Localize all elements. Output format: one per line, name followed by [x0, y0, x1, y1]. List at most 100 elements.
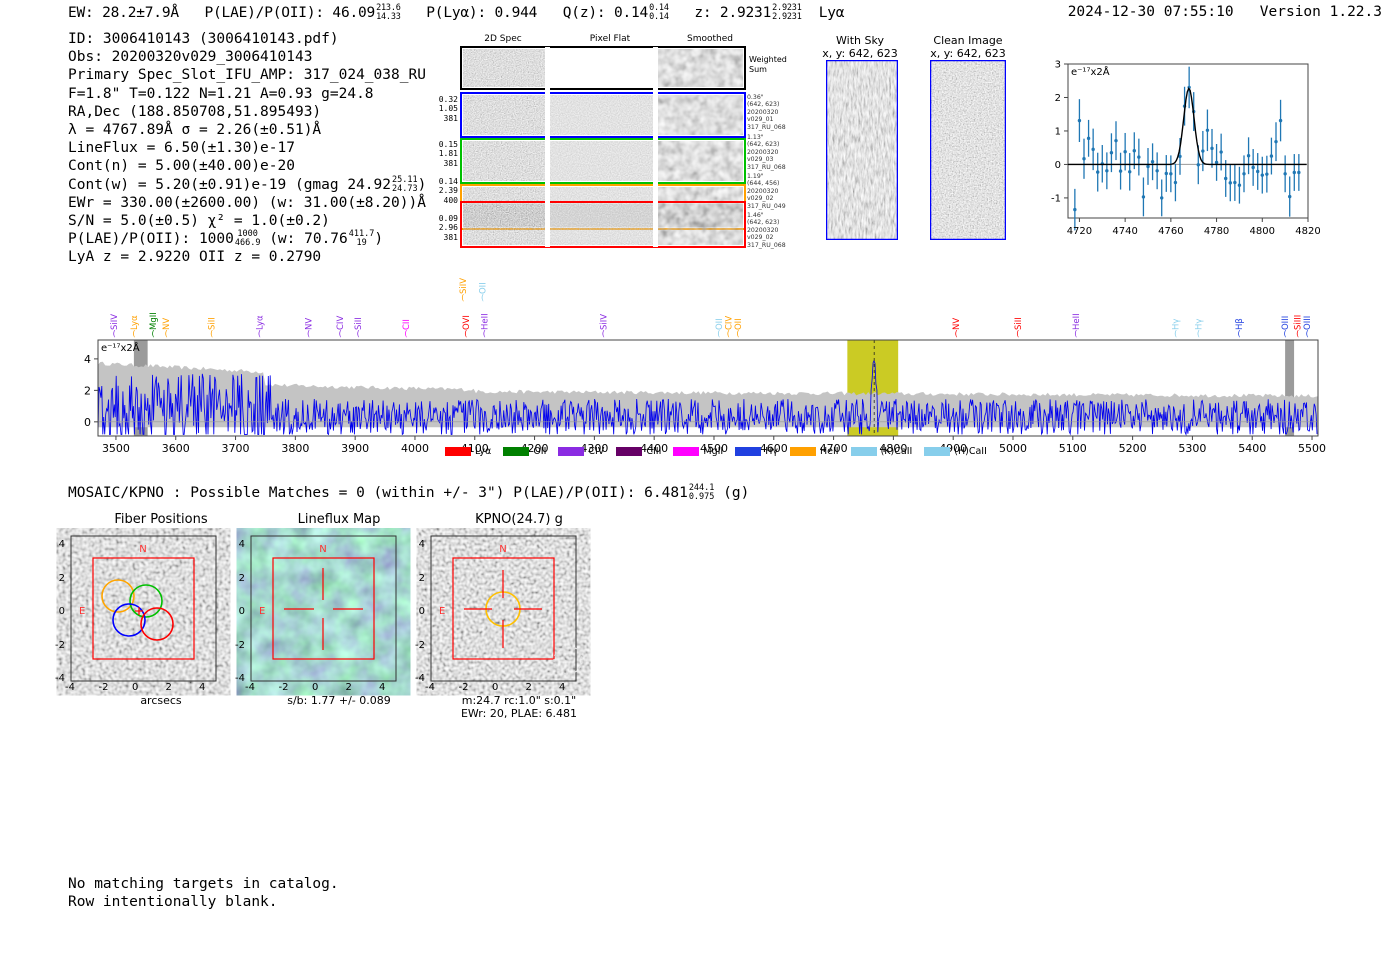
svg-text:3500: 3500	[102, 442, 130, 455]
info-continuum-wide: Cont(w) = 5.20(±0.91)e-19 (gmag 24.9225.…	[68, 174, 427, 194]
panel-title-lineflux-map: Lineflux Map	[297, 512, 381, 527]
svg-text:2: 2	[1055, 93, 1061, 104]
footer-line-2: Row intentionally blank.	[68, 894, 278, 911]
svg-text:4820: 4820	[1295, 226, 1320, 237]
panel-1-ytick: -4	[235, 673, 245, 684]
svg-text:(: (	[717, 329, 720, 338]
emission-line-zoom-chart: 4720 4740 4760 4780 4800 4820 -1 0 1 2 3 e⁻¹⁷x2Å	[1051, 60, 1320, 238]
header-timestamp-version: 2024-12-30 07:55:10 Version 1.22.3	[1068, 4, 1382, 20]
svg-text:1: 1	[1055, 126, 1061, 137]
panel-2-xtick: 4	[559, 682, 566, 693]
spec2d-row-3-metrics: 0.14 2.39 400	[438, 177, 458, 205]
line-name: Lyα	[818, 4, 845, 21]
weighted-sum-label-line2: Sum	[749, 65, 767, 74]
spec2d-row-2-metrics: 0.15 1.81 381	[438, 140, 458, 168]
svg-text:(: (	[483, 329, 486, 338]
fiber-positions-image: N E	[70, 535, 217, 682]
panel-2-ytick: 2	[418, 572, 425, 584]
panel-0-xtick: 4	[199, 682, 206, 693]
panel-0-ytick: -4	[55, 673, 65, 684]
svg-text:4800: 4800	[879, 442, 907, 455]
svg-text:N: N	[319, 544, 326, 555]
panel-1-xtick: -2	[278, 682, 289, 693]
caption-kpno: m:24.7 rc:1.0" s:0.1" EWr: 20, PLAE: 6.4…	[460, 694, 578, 720]
spec2d-row-2	[460, 138, 746, 184]
panel-0-xtick: 0	[132, 682, 139, 693]
caption-lineflux-map: s/b: 1.77 +/- 0.089	[287, 694, 391, 707]
legend-swatch	[445, 447, 471, 456]
line-marker-SiII: SiII	[1014, 317, 1024, 330]
panel-1-xtick: 4	[379, 682, 386, 693]
line-marker-OIII: OIII	[1281, 316, 1291, 330]
svg-text:(: (	[1074, 329, 1077, 338]
panel-0-xtick: -2	[98, 682, 109, 693]
svg-text:4740: 4740	[1112, 226, 1137, 237]
svg-text:(: (	[132, 329, 135, 338]
info-lineflux: LineFlux = 6.50(±1.30)e-17	[68, 140, 295, 157]
legend-item-(K)CaII: (K)CaII	[850, 446, 912, 457]
line-marker-SiIII: SiIII	[1294, 315, 1304, 330]
svg-text:(: (	[955, 329, 958, 338]
panel-1-xtick: 0	[312, 682, 319, 693]
info-obs: Obs: 20200320v029_3006410143	[68, 49, 313, 66]
svg-text:3700: 3700	[222, 442, 250, 455]
svg-text:(: (	[727, 329, 730, 338]
panel-1-ytick: 0	[238, 606, 245, 617]
svg-text:5200: 5200	[1119, 442, 1147, 455]
line-marker-CII: CII	[402, 319, 412, 330]
legend-item-CIV: CIV	[558, 446, 604, 457]
panel-1-ytick: -2	[235, 639, 245, 651]
qz-range: 0.14 0.14	[649, 3, 669, 22]
cutout-with-sky-image	[826, 60, 898, 240]
spec2d-row-4-ident: 1.46" (642, 623) 20200320 v029_02 317_RU_068	[747, 212, 786, 249]
footer-note: No matching targets in catalog. Row inte…	[68, 875, 339, 911]
legend-item-MgII: MgII	[673, 446, 723, 457]
spec2d-panel: 2D Spec Pixel Flat Smoothed Weighted Sum	[460, 34, 787, 248]
line-marker-OIII: OIII	[1303, 316, 1313, 330]
svg-text:4720: 4720	[1067, 226, 1092, 237]
info-seeing: F=1.8" T=0.122 N=1.21 A=0.93 g=24.8	[68, 85, 374, 102]
svg-text:(: (	[1174, 329, 1177, 338]
panel-1-xtick: 2	[345, 682, 352, 693]
line-marker-NV: NV	[952, 318, 962, 330]
spec2d-row-weighted-sum	[460, 46, 746, 90]
line-marker-OII: OII	[715, 318, 725, 330]
timestamp: 2024-12-30 07:55:10	[1067, 4, 1234, 20]
legend-item-Lyα: Lyα	[445, 446, 491, 457]
svg-text:4760: 4760	[1158, 226, 1183, 237]
line-marker-SiII: SiII	[208, 317, 218, 330]
svg-text:(: (	[1296, 329, 1299, 338]
line-marker-HeII: HeII	[1072, 313, 1082, 330]
spec2d-row-4-metrics: 0.09 2.96 381	[438, 214, 458, 242]
panel-0-xtick: -4	[65, 682, 75, 693]
plya-value: P(Lyα): 0.944	[426, 4, 538, 21]
line-marker-SiIV: SiIV	[599, 314, 609, 330]
legend-label: CIV	[588, 446, 605, 457]
spec2d-row-1-metrics: 0.32 1.05 381	[438, 95, 458, 123]
info-primary-spec: Primary Spec_Slot_IFU_AMP: 317_024_038_R…	[68, 67, 426, 84]
line-marker-NV: NV	[162, 318, 172, 330]
line-marker-SiII: SiII	[354, 317, 364, 330]
info-redshifts: LyA z = 2.9220 OII z = 0.2790	[68, 249, 322, 266]
svg-text:4300: 4300	[580, 442, 608, 455]
svg-text:3900: 3900	[341, 442, 369, 455]
caption-fiber-positions: arcsecs	[140, 694, 182, 707]
legend-swatch	[503, 447, 530, 456]
svg-text:(: (	[165, 329, 168, 338]
svg-text:(: (	[357, 329, 360, 338]
svg-text:3: 3	[1055, 60, 1061, 71]
panel-2-ytick: 4	[418, 539, 425, 550]
col-title-smoothed: Smoothed	[687, 34, 733, 44]
spec2d-row-3-ident: 1.19" (644, 456) 20200320 v029_02 317_RU_049	[747, 173, 786, 210]
svg-text:0: 0	[1055, 160, 1061, 171]
info-continuum-narrow: Cont(n) = 5.00(±40.00)e-20	[68, 158, 295, 175]
mosaic-match-line: MOSAIC/KPNO : Possible Matches = 0 (with…	[68, 483, 750, 502]
svg-text:(: (	[1237, 329, 1240, 338]
legend-swatch	[850, 447, 877, 456]
panel-2-ytick: -2	[415, 639, 425, 651]
svg-text:(: (	[339, 329, 342, 338]
svg-text:e⁻¹⁷x2Å: e⁻¹⁷x2Å	[1071, 65, 1110, 78]
svg-text:4600: 4600	[760, 442, 788, 455]
line-marker-OVI: OVI	[462, 315, 472, 330]
spec2d-row-1-ident: 0.36" (642, 623) 20200320 v029_01 317_RU_068	[747, 94, 786, 131]
